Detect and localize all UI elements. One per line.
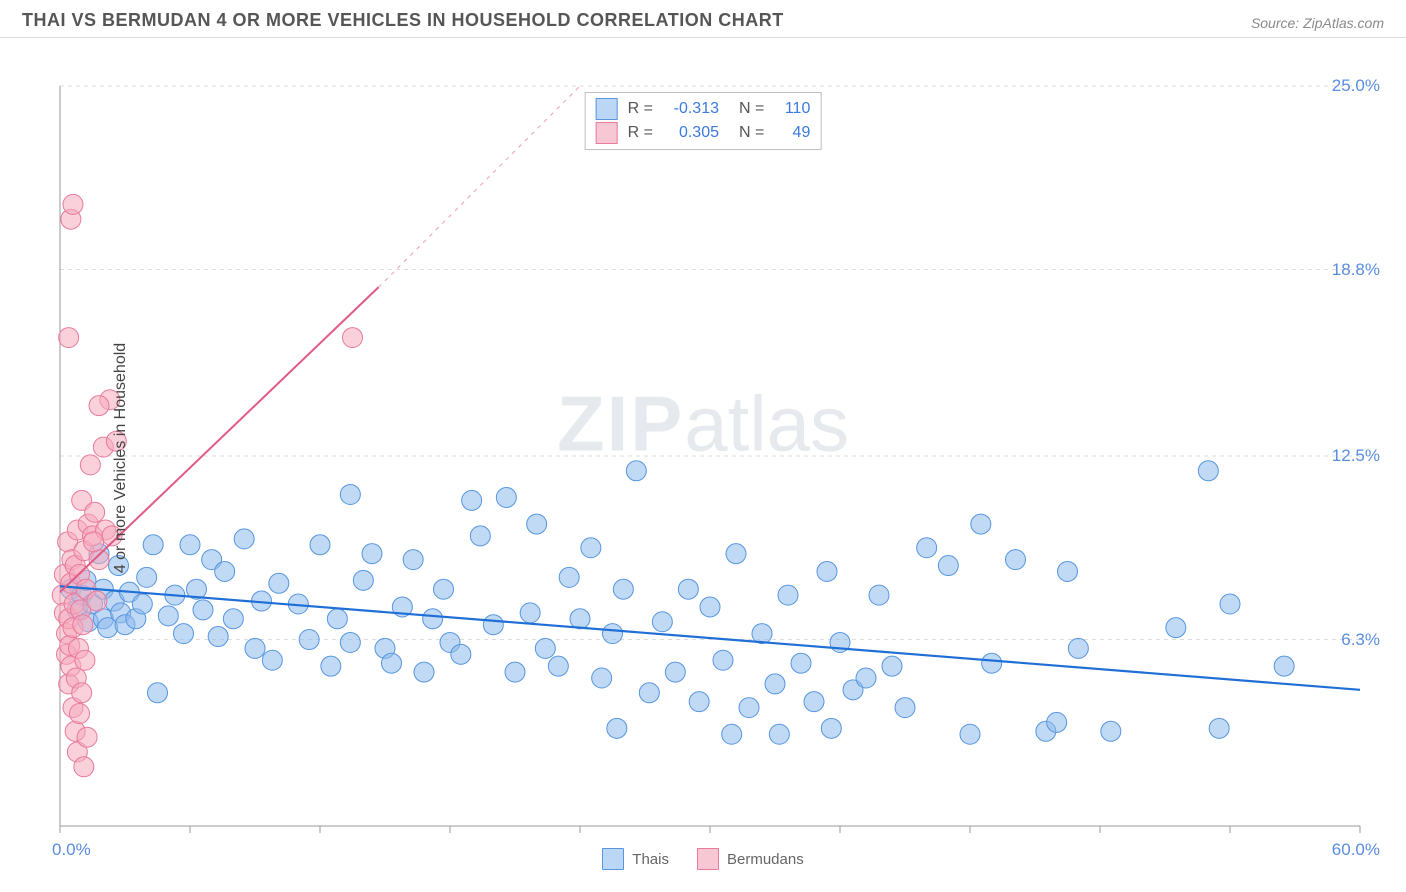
legend-label-thais: Thais <box>632 851 669 868</box>
scatter-plot <box>0 38 1406 878</box>
n-value-thais: 110 <box>774 97 810 121</box>
correlation-stats-box: R = -0.313 N = 110 R = 0.305 N = 49 <box>585 92 822 150</box>
n-label: N = <box>739 97 764 121</box>
swatch-thais <box>596 98 618 120</box>
y-tick-label: 12.5% <box>1332 446 1380 466</box>
y-tick-label: 6.3% <box>1341 630 1380 650</box>
chart-title: THAI VS BERMUDAN 4 OR MORE VEHICLES IN H… <box>22 10 784 31</box>
chart-area: ZIPatlas 4 or more Vehicles in Household… <box>0 38 1406 878</box>
legend-swatch-thais <box>602 848 624 870</box>
chart-source: Source: ZipAtlas.com <box>1251 15 1384 31</box>
r-label: R = <box>628 121 653 145</box>
legend-label-bermudans: Bermudans <box>727 851 804 868</box>
r-label: R = <box>628 97 653 121</box>
r-value-bermudans: 0.305 <box>663 121 719 145</box>
n-value-bermudans: 49 <box>774 121 810 145</box>
legend-item-bermudans: Bermudans <box>697 848 804 870</box>
stats-row-thais: R = -0.313 N = 110 <box>596 97 811 121</box>
legend-bottom: Thais Bermudans <box>0 848 1406 870</box>
x-origin-label: 0.0% <box>52 840 91 860</box>
swatch-bermudans <box>596 122 618 144</box>
n-label: N = <box>739 121 764 145</box>
legend-item-thais: Thais <box>602 848 669 870</box>
y-tick-label: 25.0% <box>1332 76 1380 96</box>
r-value-thais: -0.313 <box>663 97 719 121</box>
y-axis-title: 4 or more Vehicles in Household <box>112 343 130 573</box>
stats-row-bermudans: R = 0.305 N = 49 <box>596 121 811 145</box>
x-max-label: 60.0% <box>1332 840 1380 860</box>
legend-swatch-bermudans <box>697 848 719 870</box>
y-tick-label: 18.8% <box>1332 260 1380 280</box>
